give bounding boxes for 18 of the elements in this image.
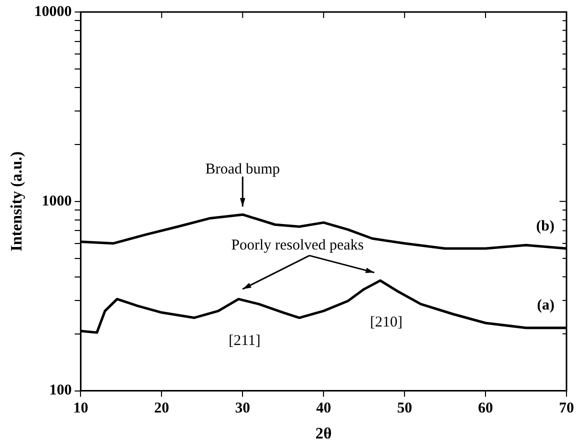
y-tick-label: 100 bbox=[49, 382, 72, 399]
legend-label: (a) bbox=[537, 298, 554, 314]
annotation: Poorly resolved peaks bbox=[231, 237, 364, 254]
x-tick-label: 10 bbox=[73, 400, 88, 417]
y-tick-label: 10000 bbox=[34, 4, 72, 20]
x-tick-label: 70 bbox=[559, 400, 574, 417]
x-tick-label: 40 bbox=[316, 400, 332, 417]
annotation: [210] bbox=[370, 314, 403, 330]
x-axis-title: 2θ bbox=[315, 426, 332, 443]
legend-label: (b) bbox=[536, 218, 554, 234]
y-tick-label: 1000 bbox=[42, 193, 72, 210]
x-tick-label: 60 bbox=[478, 400, 494, 417]
y-axis-title: Intensity (a.u.) bbox=[8, 151, 26, 252]
annotation: [211] bbox=[228, 333, 261, 350]
annotation: Broad bump bbox=[205, 162, 280, 178]
x-tick-label: 50 bbox=[397, 400, 412, 417]
x-tick-label: 20 bbox=[154, 400, 170, 417]
x-tick-label: 30 bbox=[235, 400, 250, 417]
